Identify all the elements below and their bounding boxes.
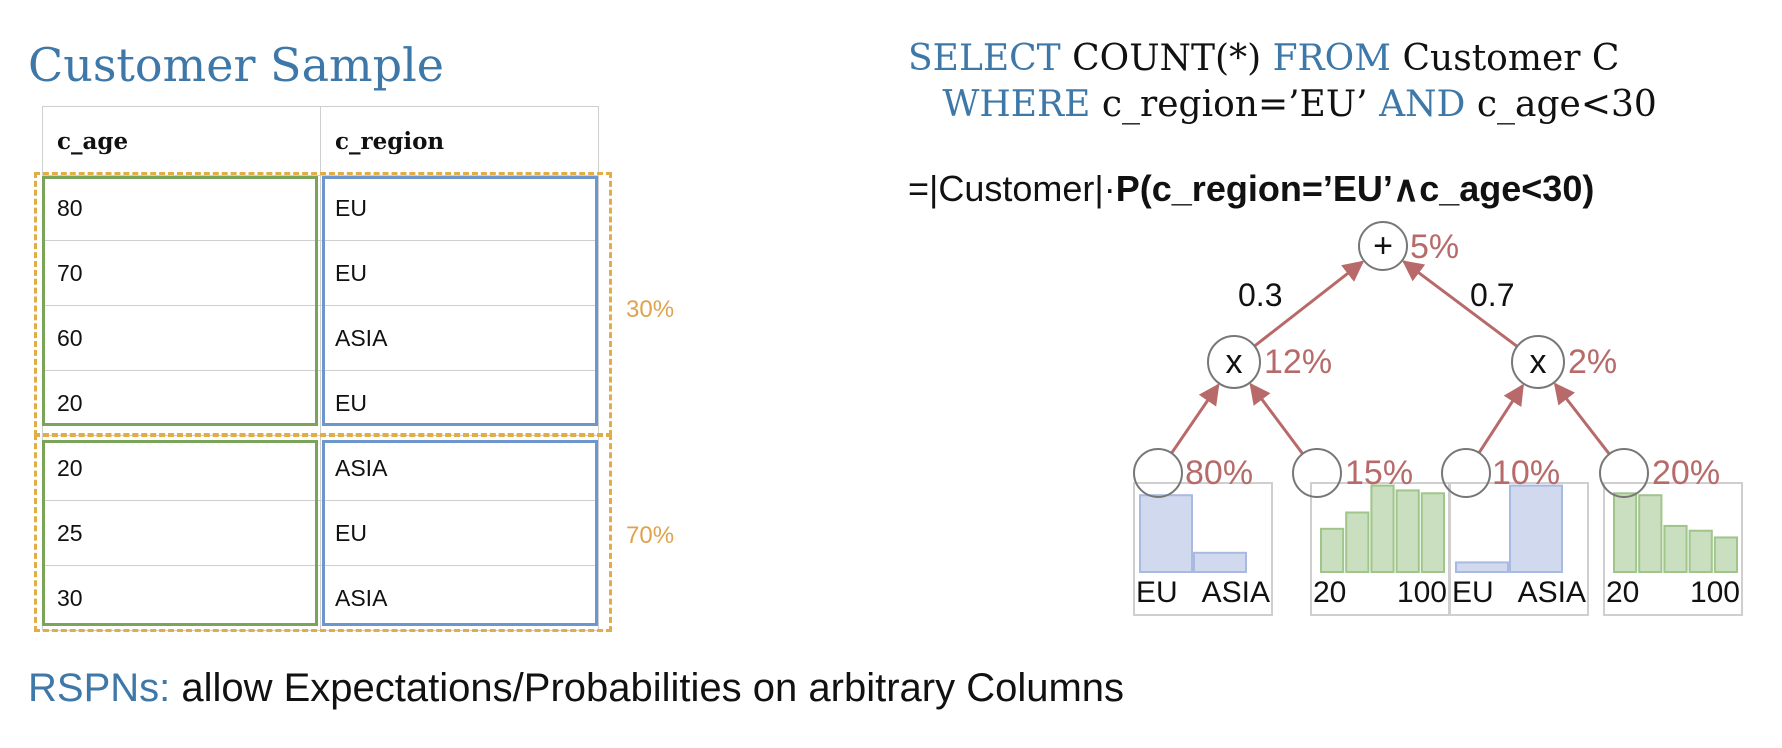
footer-text: allow Expectations/Probabilities on arbi… bbox=[170, 666, 1125, 710]
product-node-value: 12% bbox=[1264, 343, 1332, 381]
sql-query: SELECT COUNT(*) FROM Customer C WHERE c_… bbox=[908, 36, 1657, 128]
histogram-bar bbox=[1345, 511, 1370, 573]
histogram-label: EU bbox=[1136, 576, 1178, 609]
formula-probability: P(c_region=’EU’∧c_age<30) bbox=[1115, 168, 1595, 209]
edge-leaf4-to-product2 bbox=[1553, 382, 1611, 455]
leaf-node bbox=[1133, 448, 1183, 498]
leaf-node-value: 15% bbox=[1345, 454, 1413, 492]
leaf-node bbox=[1441, 448, 1491, 498]
edge-product2-to-sum bbox=[1402, 260, 1519, 348]
age-cell: 20 bbox=[42, 435, 321, 501]
leaf-node-value: 20% bbox=[1652, 454, 1720, 492]
edge-leaf2-to-product1 bbox=[1249, 382, 1304, 455]
leaf-node bbox=[1292, 448, 1342, 498]
edge-leaf3-to-product2 bbox=[1477, 383, 1525, 454]
page-title: Customer Sample bbox=[28, 38, 444, 92]
sql-and-clause: c_age<30 bbox=[1465, 84, 1657, 125]
table-row: 30 ASIA bbox=[42, 565, 599, 631]
leaf-node-value: 80% bbox=[1185, 454, 1253, 492]
histogram-bar bbox=[1139, 494, 1193, 574]
product-node-symbol: x bbox=[1226, 343, 1243, 381]
footer-label: RSPNs: bbox=[28, 666, 171, 710]
cluster-1-weight: 30% bbox=[626, 296, 675, 323]
sql-keyword-select: SELECT bbox=[908, 38, 1061, 79]
sql-where-clause: c_region=’EU’ bbox=[1090, 84, 1380, 125]
column-header-age: c_age bbox=[42, 106, 321, 176]
histogram-bar bbox=[1395, 489, 1420, 573]
histogram-bar bbox=[1663, 524, 1688, 573]
histogram-label: 20 bbox=[1606, 576, 1639, 609]
product-node-value: 2% bbox=[1568, 343, 1617, 381]
histogram-bar bbox=[1713, 536, 1739, 574]
sum-edge-weight: 0.7 bbox=[1470, 277, 1514, 313]
edge-leaf1-to-product1 bbox=[1170, 383, 1220, 455]
sql-keyword-from: FROM bbox=[1272, 38, 1392, 79]
region-cell: EU bbox=[320, 240, 599, 306]
histogram-frame bbox=[1133, 482, 1273, 616]
histogram-bar bbox=[1370, 484, 1395, 574]
region-cell: EU bbox=[320, 500, 599, 566]
histogram-label: 20 bbox=[1313, 576, 1346, 609]
footer-caption: RSPNs: allow Expectations/Probabilities … bbox=[28, 666, 1124, 711]
table-row: 80 EU bbox=[42, 175, 599, 241]
region-cell: EU bbox=[320, 175, 599, 241]
table-row: 70 EU bbox=[42, 240, 599, 306]
age-cell: 70 bbox=[42, 240, 321, 306]
histogram-bar bbox=[1613, 492, 1638, 573]
histogram-label: ASIA bbox=[1202, 576, 1270, 609]
probability-formula: =|Customer|·P(c_region=’EU’∧c_age<30) bbox=[908, 168, 1594, 210]
histogram-label: ASIA bbox=[1518, 576, 1586, 609]
histogram-bar bbox=[1638, 494, 1663, 574]
region-cell: ASIA bbox=[320, 305, 599, 371]
histogram-label: 100 bbox=[1397, 576, 1447, 609]
region-cell: ASIA bbox=[320, 565, 599, 631]
cluster-2-weight: 70% bbox=[626, 522, 675, 549]
table-row: 60 ASIA bbox=[42, 305, 599, 371]
age-cell: 60 bbox=[42, 305, 321, 371]
histogram-bar bbox=[1688, 529, 1713, 573]
histogram-frame bbox=[1603, 482, 1743, 616]
histogram-bar bbox=[1193, 551, 1247, 573]
age-cell: 80 bbox=[42, 175, 321, 241]
leaf-node bbox=[1599, 448, 1649, 498]
sum-edge-weight: 0.3 bbox=[1238, 277, 1282, 313]
product-node bbox=[1511, 335, 1565, 389]
histogram-bar bbox=[1455, 561, 1509, 574]
histogram-bar bbox=[1420, 492, 1446, 573]
sql-from-clause: Customer C bbox=[1391, 38, 1620, 79]
leaf-node-value: 10% bbox=[1492, 454, 1560, 492]
table-row: 20 ASIA bbox=[42, 435, 599, 501]
sum-node-symbol: + bbox=[1373, 227, 1393, 265]
histogram-label: EU bbox=[1452, 576, 1494, 609]
sql-select-clause: COUNT(*) bbox=[1060, 38, 1273, 79]
sum-node-value: 5% bbox=[1410, 228, 1459, 266]
table-row: 25 EU bbox=[42, 500, 599, 566]
customer-sample-table: c_age c_region 80 EU 70 EU 60 ASIA 20 EU 20 A… bbox=[42, 106, 599, 631]
sql-keyword-where: WHERE bbox=[942, 84, 1091, 125]
histogram-bar bbox=[1320, 527, 1345, 573]
formula-prefix: =|Customer|· bbox=[908, 168, 1116, 209]
histogram-bar bbox=[1509, 484, 1563, 574]
product-node-symbol: x bbox=[1530, 343, 1547, 381]
edge-product1-to-sum bbox=[1253, 260, 1365, 348]
sum-node bbox=[1358, 221, 1408, 271]
histogram-label: 100 bbox=[1690, 576, 1740, 609]
sql-keyword-and: AND bbox=[1379, 84, 1466, 125]
histogram-frame bbox=[1449, 482, 1589, 616]
product-node bbox=[1207, 335, 1261, 389]
